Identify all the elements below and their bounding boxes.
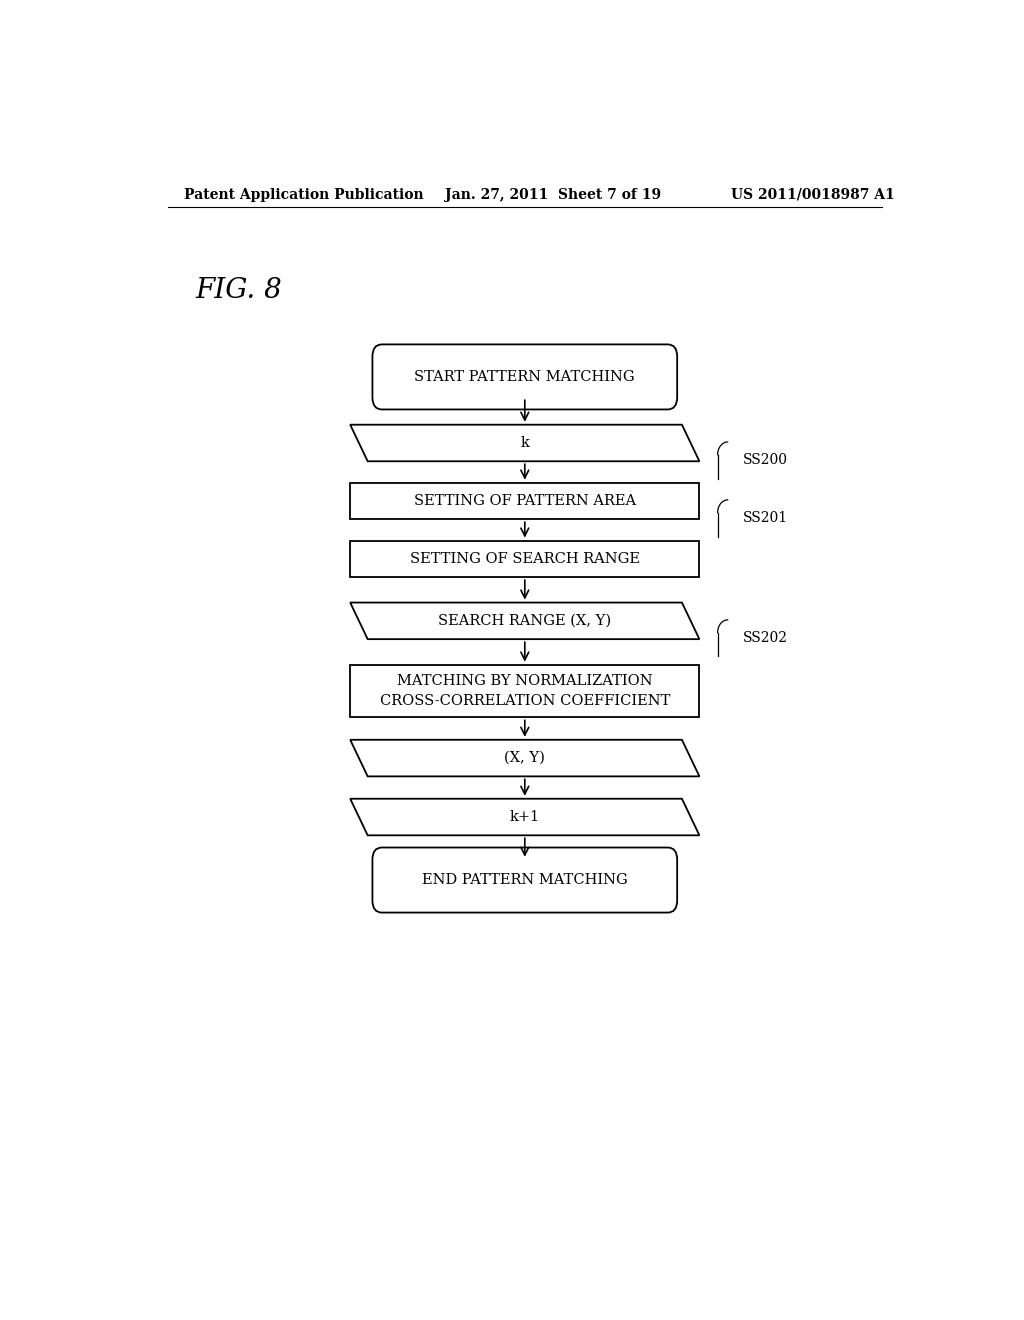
Text: SEARCH RANGE (X, Y): SEARCH RANGE (X, Y): [438, 614, 611, 628]
Text: Patent Application Publication: Patent Application Publication: [183, 187, 423, 202]
Polygon shape: [350, 425, 699, 461]
Text: SS200: SS200: [743, 453, 788, 467]
Text: FIG. 8: FIG. 8: [196, 277, 283, 304]
Bar: [350, 664, 699, 718]
Text: SS201: SS201: [743, 511, 788, 525]
Text: MATCHING BY NORMALIZATION
CROSS-CORRELATION COEFFICIENT: MATCHING BY NORMALIZATION CROSS-CORRELAT…: [380, 675, 670, 708]
Text: SS202: SS202: [743, 631, 788, 645]
Polygon shape: [350, 602, 699, 639]
Bar: [350, 483, 699, 519]
Text: k+1: k+1: [510, 810, 540, 824]
Text: US 2011/0018987 A1: US 2011/0018987 A1: [731, 187, 895, 202]
FancyBboxPatch shape: [373, 847, 677, 912]
Text: END PATTERN MATCHING: END PATTERN MATCHING: [422, 873, 628, 887]
Text: SETTING OF PATTERN AREA: SETTING OF PATTERN AREA: [414, 494, 636, 508]
Polygon shape: [350, 739, 699, 776]
Text: Jan. 27, 2011  Sheet 7 of 19: Jan. 27, 2011 Sheet 7 of 19: [445, 187, 662, 202]
Text: SETTING OF SEARCH RANGE: SETTING OF SEARCH RANGE: [410, 552, 640, 566]
FancyBboxPatch shape: [373, 345, 677, 409]
Text: (X, Y): (X, Y): [505, 751, 545, 766]
Bar: [350, 541, 699, 577]
Text: START PATTERN MATCHING: START PATTERN MATCHING: [415, 370, 635, 384]
Text: k: k: [520, 436, 529, 450]
Polygon shape: [350, 799, 699, 836]
